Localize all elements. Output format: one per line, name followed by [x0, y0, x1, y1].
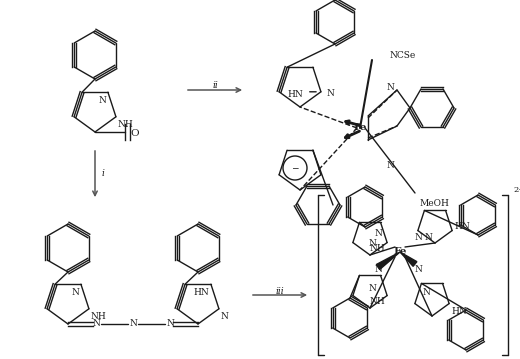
Text: N: N: [98, 96, 106, 105]
Text: NH: NH: [91, 312, 107, 321]
Text: N: N: [369, 284, 376, 293]
Polygon shape: [376, 252, 400, 270]
Text: HN: HN: [193, 288, 209, 297]
Text: HN: HN: [451, 307, 467, 316]
Text: N: N: [166, 320, 174, 328]
Text: N: N: [374, 266, 382, 275]
Text: i: i: [101, 169, 105, 178]
Text: N: N: [423, 288, 431, 297]
Text: N: N: [221, 312, 229, 321]
Text: O: O: [131, 130, 139, 139]
Text: N: N: [414, 266, 422, 275]
Text: HN: HN: [454, 222, 470, 231]
Text: MeOH: MeOH: [420, 199, 450, 208]
Text: N: N: [129, 320, 137, 328]
Text: NH: NH: [369, 297, 385, 306]
Text: N: N: [386, 84, 394, 93]
Text: N: N: [71, 288, 79, 297]
Text: N: N: [414, 233, 422, 242]
Text: N: N: [374, 229, 382, 238]
Text: −: −: [291, 163, 299, 173]
Text: iii: iii: [276, 286, 284, 295]
Text: NCSe: NCSe: [390, 51, 416, 61]
Text: N: N: [386, 162, 394, 171]
Text: ii: ii: [212, 81, 218, 90]
Text: Fe: Fe: [353, 123, 367, 132]
Text: 2+: 2+: [513, 186, 520, 194]
Polygon shape: [400, 252, 417, 266]
Text: N: N: [327, 89, 335, 98]
Text: N: N: [424, 233, 432, 242]
Text: NH: NH: [369, 244, 385, 253]
Text: N: N: [92, 320, 100, 328]
Text: Fe: Fe: [393, 247, 407, 256]
Text: HN: HN: [287, 90, 303, 99]
Text: N: N: [369, 238, 376, 247]
Text: NH: NH: [118, 120, 134, 129]
